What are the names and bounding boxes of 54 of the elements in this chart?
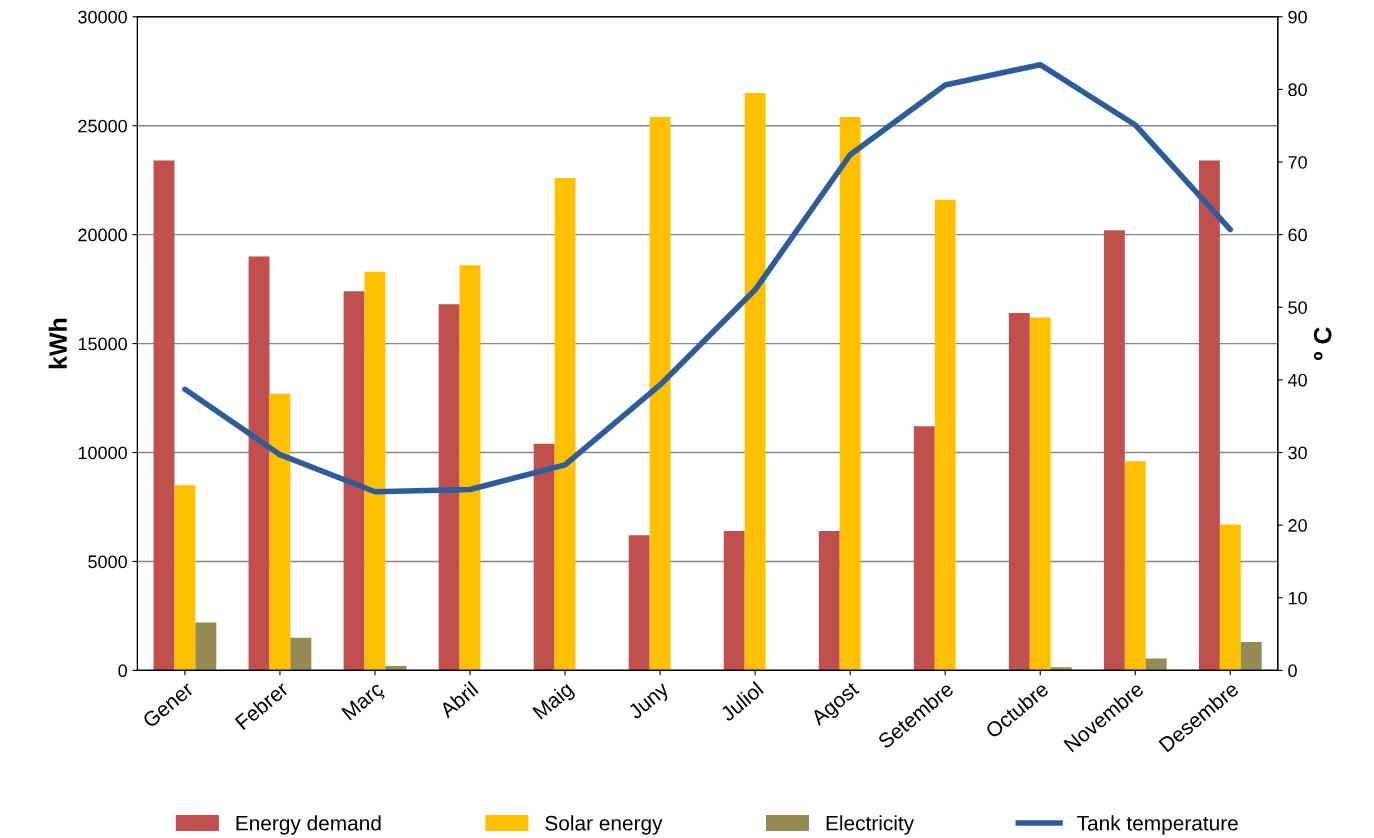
y2-tick-label: 10 (1288, 591, 1307, 605)
bar (744, 93, 766, 671)
legend-label: Electricity (826, 815, 915, 835)
y2-tick-label: 50 (1288, 301, 1307, 314)
y-tick-label: 30000 (78, 10, 127, 24)
bar (934, 199, 956, 671)
y-tick-label: 5000 (88, 555, 127, 569)
bar (839, 116, 861, 671)
y-tick-label: 20000 (78, 228, 127, 242)
bar (818, 530, 840, 671)
y2-tick-label: 0 (1288, 664, 1297, 678)
bar (459, 265, 481, 671)
bar (385, 666, 407, 671)
x-tick-label: Març (341, 680, 388, 724)
bar (343, 291, 365, 671)
bar (1198, 160, 1220, 671)
y-tick-label: 0 (118, 664, 127, 678)
legend-label: Tank temperature (1077, 815, 1238, 835)
bar (153, 160, 175, 671)
bar (554, 177, 576, 671)
bar (649, 116, 671, 671)
bar (174, 485, 196, 671)
bar (533, 443, 555, 671)
bar (438, 304, 460, 671)
bar (1145, 658, 1167, 671)
bar (290, 637, 312, 671)
bar (1124, 461, 1146, 671)
y2-tick-label: 20 (1288, 519, 1307, 532)
bar (364, 271, 386, 671)
y2-tick-label: 70 (1288, 155, 1307, 169)
y-axis-title: kWh (48, 318, 67, 369)
y2-tick-label: 60 (1288, 228, 1307, 242)
legend-label: Solar energy (545, 815, 663, 835)
y-tick-label: 15000 (78, 337, 127, 351)
legend-label: Energy demand (236, 815, 381, 835)
y2-tick-label: 40 (1287, 373, 1307, 387)
bar (1029, 317, 1051, 671)
y2-tick-label: 80 (1288, 83, 1307, 97)
bar (1103, 230, 1125, 671)
bar (628, 535, 650, 671)
bar (269, 393, 291, 671)
y2-tick-label: 30 (1288, 446, 1307, 460)
bar (1240, 642, 1262, 671)
bar (248, 256, 270, 671)
bar (913, 426, 935, 671)
y2-axis-title: º C (1313, 327, 1332, 361)
bar (723, 530, 745, 671)
bar (195, 622, 217, 671)
y-tick-label: 10000 (78, 446, 127, 460)
y-tick-label: 25000 (78, 119, 127, 133)
bar (1050, 667, 1072, 671)
bar (1219, 524, 1241, 671)
y2-tick-label: 90 (1288, 10, 1307, 24)
bar (1008, 313, 1030, 671)
